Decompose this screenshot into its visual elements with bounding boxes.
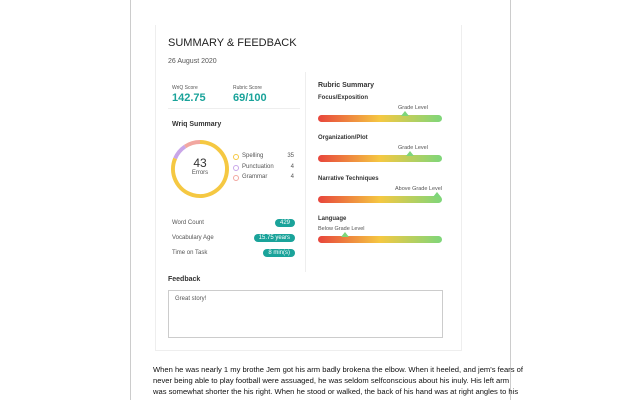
section-title: Wriq Summary (172, 121, 222, 128)
stat-label: Word Count (172, 220, 204, 226)
date: 26 August 2020 (168, 58, 217, 65)
legend-label: Spelling (242, 153, 264, 159)
legend-count: 4 (290, 174, 294, 180)
stat-label: Time on Task (172, 250, 208, 256)
donut-label: Errors (191, 170, 209, 176)
rubric-name: Organization/Plot (318, 135, 368, 141)
donut (171, 140, 229, 198)
donut-segment (171, 140, 229, 198)
rubric-bar (318, 115, 442, 122)
stat-label: Vocabulary Age (172, 235, 214, 241)
rubric-marker (406, 151, 414, 156)
score-value: 142.75 (172, 92, 206, 104)
feedback-title: Feedback (168, 276, 201, 283)
text-line: When he was nearly 1 my brothe Jem got h… (153, 365, 523, 374)
rubric-name: Language (318, 216, 347, 222)
feedback-text: Great story! (175, 296, 207, 302)
rubric-level: Grade Level (398, 145, 428, 151)
rubric-marker (433, 192, 441, 197)
stat-value: 8 min(s) (263, 249, 295, 257)
summary-card (155, 25, 462, 351)
rubric-bar (318, 155, 442, 162)
doc-border-right (510, 0, 511, 400)
score-label: Rubric Score (233, 85, 262, 91)
donut-segment (183, 140, 201, 149)
score-value: 69/100 (233, 92, 267, 104)
rubric-name: Narrative Techniques (318, 176, 379, 182)
feedback-box[interactable] (168, 290, 443, 338)
divider (305, 72, 306, 272)
legend-label: Grammar (242, 174, 268, 180)
rubric-level: Grade Level (398, 105, 428, 111)
doc-border-left (130, 0, 131, 400)
legend-label: Punctuation (242, 163, 274, 170)
title: SUMMARY & FEEDBACK (168, 37, 297, 49)
rubric-level: Above Grade Level (395, 186, 443, 192)
section-title: Rubric Summary (318, 82, 375, 89)
rubric-level: Below Grade Level (318, 226, 365, 232)
rubric-bar (318, 236, 442, 243)
text-line: was somewhat shorter the his right. When… (153, 387, 519, 396)
divider (168, 108, 300, 109)
legend-count: 4 (290, 163, 294, 170)
rubric-marker (401, 111, 409, 116)
donut-segment (173, 144, 187, 160)
legend-dot (233, 164, 239, 171)
legend-count: 35 (287, 153, 294, 159)
stat-value: 429 (274, 219, 295, 227)
stat-value: 15.75 years (253, 234, 295, 242)
donut-total: 43 (193, 156, 207, 170)
rubric-bar (318, 196, 442, 203)
legend-dot (233, 175, 239, 181)
legend-dot (233, 154, 239, 160)
rubric-marker (341, 232, 349, 237)
score-label: WriQ Score (172, 85, 198, 91)
rubric-name: Focus/Exposition (318, 95, 369, 101)
text-line: never being able to play football were a… (153, 376, 510, 385)
